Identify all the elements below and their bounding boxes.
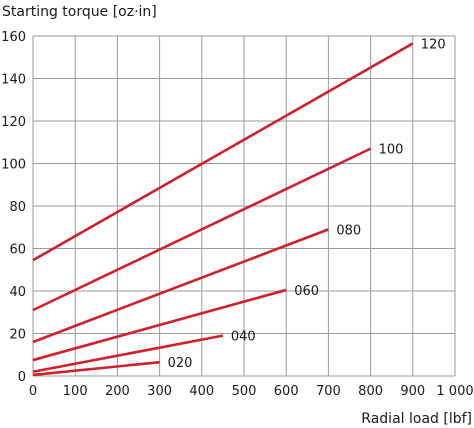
x-tick-label: 200 — [105, 384, 130, 399]
y-tick-label: 60 — [9, 243, 26, 258]
x-axis-label: Radial load [lbf] — [361, 411, 472, 427]
x-tick-label: 600 — [274, 384, 299, 399]
y-tick-label: 0 — [18, 370, 26, 385]
series-line-080 — [32, 228, 329, 344]
y-tick-label: 80 — [9, 200, 26, 215]
y-tick-label: 120 — [1, 115, 26, 130]
x-tick-label: 0 — [29, 384, 37, 399]
y-tick-label: 40 — [9, 285, 26, 300]
grid — [32, 35, 456, 377]
x-tick-label: 700 — [316, 384, 341, 399]
x-tick-label: 1 000 — [436, 384, 473, 399]
series-group: 020 040 060 080 100 120 — [32, 37, 446, 377]
series-line-040 — [32, 334, 224, 374]
y-tick-label: 100 — [1, 158, 26, 173]
y-axis-label: Starting torque [oz·in] — [2, 4, 157, 20]
series-label-120: 120 — [421, 37, 446, 52]
x-tick-label: 900 — [400, 384, 425, 399]
x-tick-label: 100 — [63, 384, 88, 399]
x-tick-label: 300 — [147, 384, 172, 399]
x-tick-label: 400 — [189, 384, 214, 399]
y-tick-label: 20 — [9, 328, 26, 343]
series-label-040: 040 — [231, 330, 256, 345]
series-line-060 — [32, 288, 287, 362]
series-label-100: 100 — [379, 143, 404, 158]
series-line-120 — [32, 42, 414, 262]
series-line-100 — [32, 147, 372, 312]
x-tick-label: 500 — [232, 384, 257, 399]
series-line-020 — [32, 360, 160, 377]
series-label-020: 020 — [168, 356, 193, 371]
y-tick-label: 140 — [1, 73, 26, 88]
series-label-080: 080 — [336, 223, 361, 238]
y-tick-label: 160 — [1, 30, 26, 45]
x-tick-label: 800 — [358, 384, 383, 399]
series-label-060: 060 — [294, 284, 319, 299]
